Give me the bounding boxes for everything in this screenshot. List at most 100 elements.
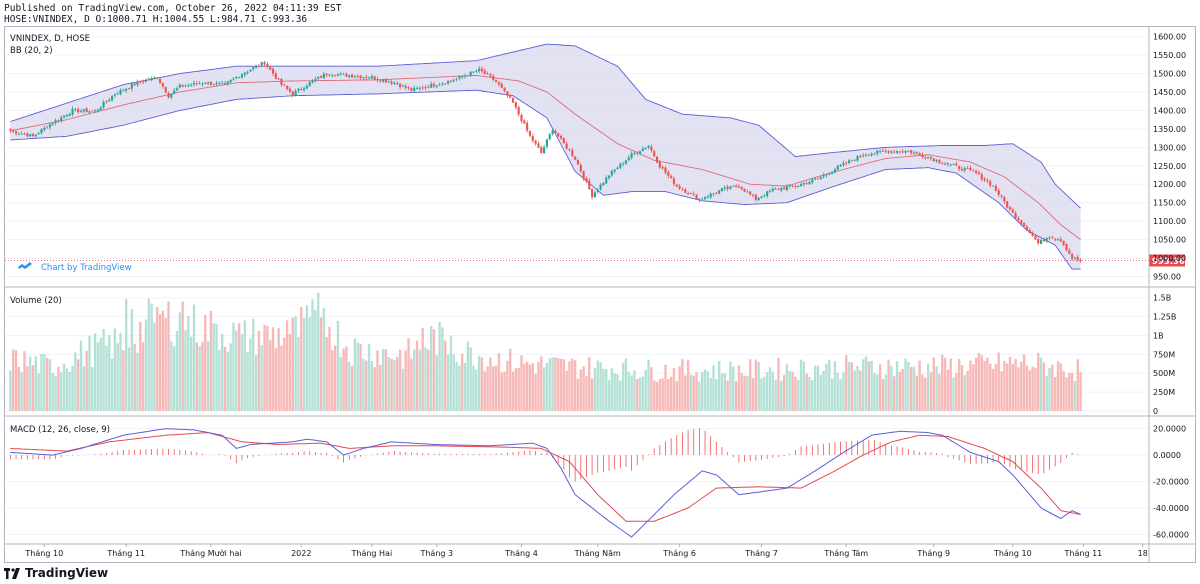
candle [980,172,983,182]
candle-body [102,101,105,108]
macd-legend[interactable]: MACD (12, 26, close, 9) [10,425,110,435]
candle [703,195,707,201]
volume-bar [909,367,913,411]
candle [212,83,215,86]
volume-legend[interactable]: Volume (20) [10,296,62,306]
candle [29,133,32,138]
volume-bar [353,338,357,411]
candle-body [396,83,399,85]
volume-bar [636,379,639,411]
candle [209,81,212,86]
candle [472,71,475,74]
volume-bar [771,371,774,411]
volume-bar [452,354,455,411]
volume-bar [147,298,150,411]
candle [588,178,591,191]
bb-legend[interactable]: BB (20, 2) [10,46,53,56]
candle [1054,238,1057,242]
candle [147,77,150,81]
candle-body [480,68,484,72]
footer-brand[interactable]: TradingView [4,566,108,580]
candle-body [766,191,769,196]
candle-body [653,151,656,157]
chart-attribution[interactable]: Chart by TradingView [18,262,132,273]
volume-bar [209,311,213,411]
chart-frame[interactable]: 993.36 1600.00 1550.00 1500.00 1450.00 1400.0… [4,26,1196,563]
symbol-legend[interactable]: VNINDEX, D, HOSE [10,34,90,44]
candle [263,60,266,67]
volume-bar [446,354,450,411]
candle [314,76,317,83]
volume-bar [469,347,472,411]
candle-body [599,184,602,190]
volume-bar [782,374,786,411]
bb-fill-area [10,44,1081,270]
candle-body [46,127,49,129]
volume-bar [647,359,650,411]
volume-bar [542,367,546,411]
candle-body [754,194,757,200]
volume-bar [960,365,964,411]
candle-body [706,196,709,198]
candle-body [359,75,362,78]
candle-body [441,83,444,85]
volume-bar [305,305,309,411]
candle-body [746,191,749,193]
volume-bar [749,359,752,411]
volume-bar [743,375,746,411]
volume-bar [144,319,148,411]
candle [455,77,458,82]
candle [681,187,684,191]
volume-bar [754,359,758,411]
volume-bar [379,364,382,411]
volume-bar [235,330,238,411]
volume-bar [638,377,642,411]
volume-bar [356,342,359,411]
candle-body [288,88,292,92]
candle-body [444,83,447,85]
candle-body [308,82,311,86]
candle [975,169,978,175]
volume-bar [40,353,43,411]
volume-bar [980,355,983,411]
volume-bar [870,360,873,411]
volume-bar [71,365,74,411]
candle [170,93,173,100]
candle [150,76,153,82]
candle [754,193,757,202]
candle [887,150,890,155]
candle [379,79,382,83]
volume-bar [139,321,142,411]
candle [57,119,60,123]
candle-body [249,69,252,72]
candle [811,177,814,185]
candle [627,155,630,162]
chart-svg[interactable]: 993.36 1600.00 1550.00 1500.00 1450.00 1400.0… [5,27,1195,562]
candle [26,131,29,138]
volume-bar [893,376,896,411]
candle [548,132,551,141]
volume-bar [170,341,173,411]
candle [376,76,379,83]
candle [238,76,241,79]
macd-tick-label: -60.0000 [1153,530,1189,539]
candle-body [74,108,77,110]
volume-bar [590,378,594,411]
volume-bar [621,362,625,411]
volume-bar [924,377,927,411]
candle [593,189,596,199]
volume-bar [1079,372,1082,411]
volume-bar [1076,359,1079,411]
volume-bar [1042,362,1046,411]
volume-bar [65,368,69,411]
volume-bar [774,379,777,411]
candle [565,141,568,150]
candle [266,61,269,69]
volume-bar [418,349,422,411]
candle [362,76,365,81]
candle-body [735,185,738,188]
candle-body [79,110,83,113]
candle-body [960,168,964,171]
candle-body [915,151,918,154]
candle [280,77,283,88]
